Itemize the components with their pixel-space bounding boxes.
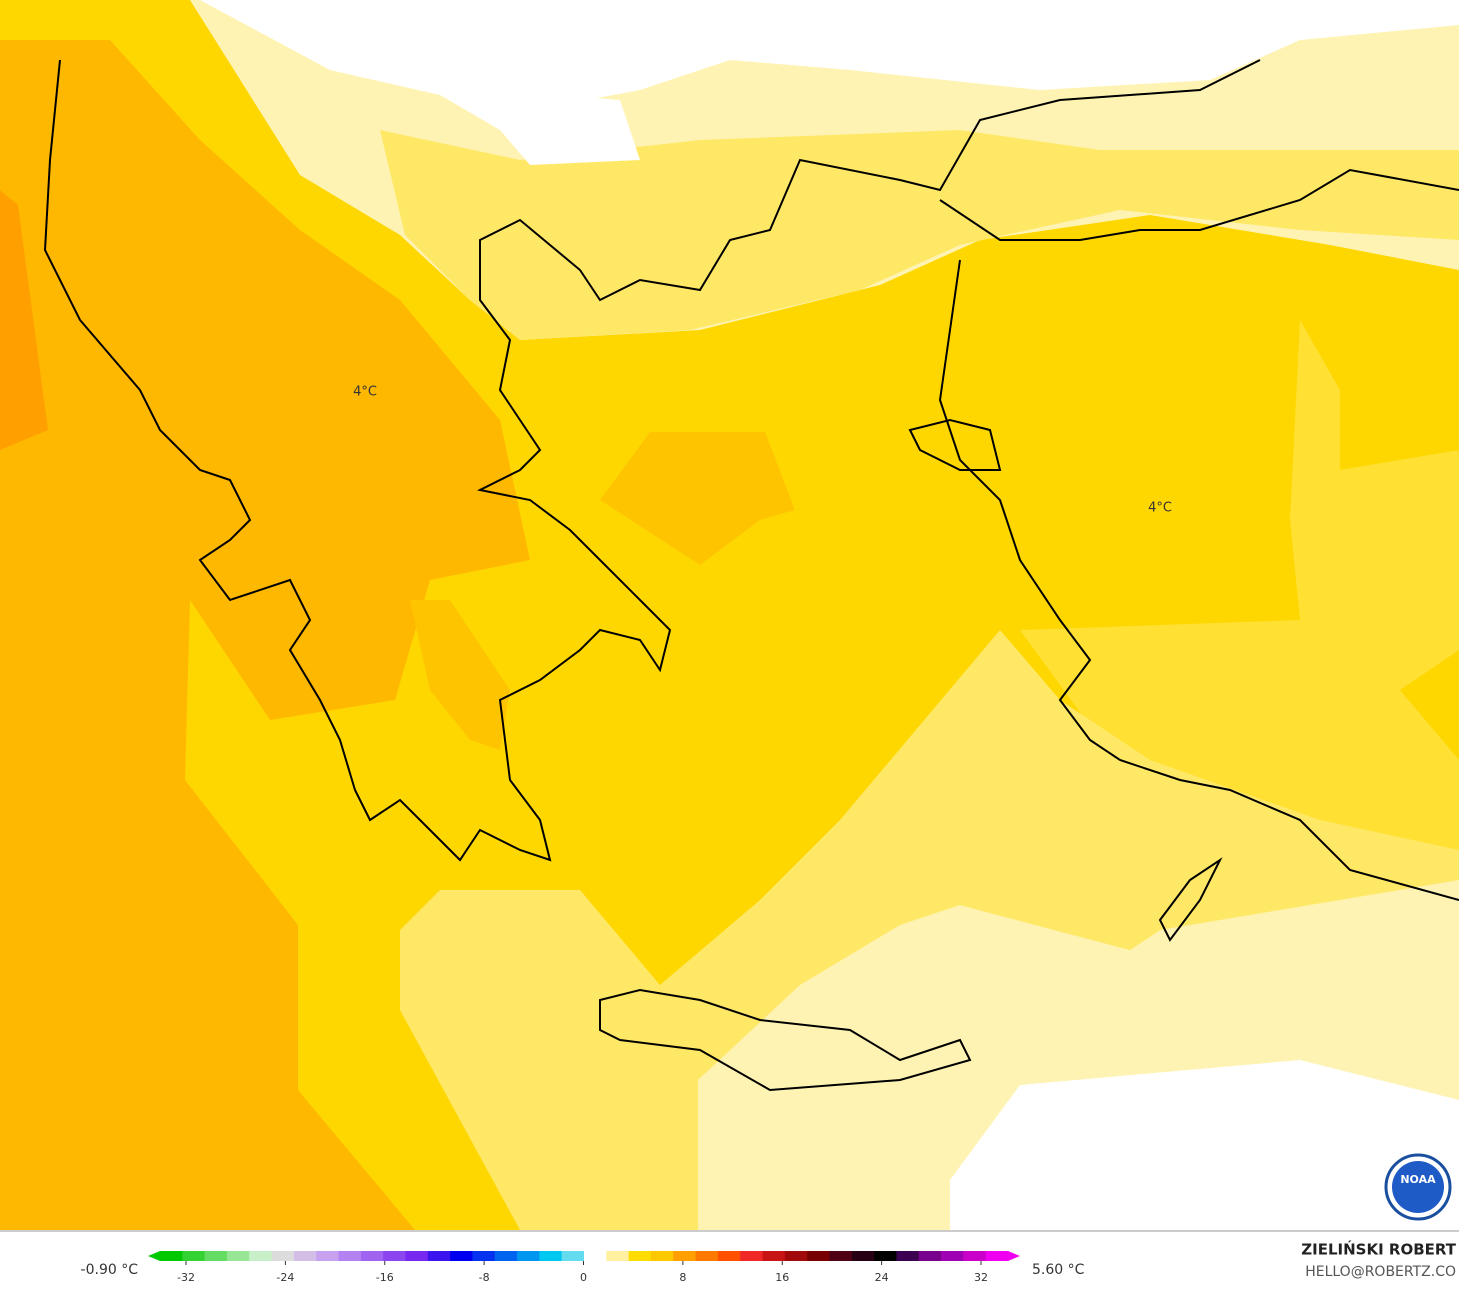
warm-patch-pelop bbox=[410, 600, 510, 750]
colorbar-segment bbox=[673, 1251, 697, 1261]
colorbar-tick-label: -16 bbox=[376, 1271, 394, 1284]
colorbar-max-label: 5.60 °C bbox=[1032, 1262, 1085, 1278]
colorbar-segment bbox=[963, 1251, 987, 1261]
colorbar-segment bbox=[249, 1251, 273, 1261]
contour-label: 4°C bbox=[1148, 501, 1172, 516]
credit-email: HELLO@ROBERTZ.CO bbox=[1305, 1264, 1456, 1280]
colorbar-segment bbox=[160, 1251, 183, 1261]
colorbar-tick-label: 8 bbox=[679, 1271, 686, 1284]
colorbar-segment bbox=[941, 1251, 964, 1261]
credit-name: ZIELIŃSKI ROBERT bbox=[1301, 1240, 1456, 1259]
coast-rhodes bbox=[1158, 857, 1223, 942]
coastlines bbox=[43, 59, 1459, 1092]
logo-disc bbox=[1392, 1161, 1444, 1213]
contour-label: 4°C bbox=[353, 385, 377, 400]
colorbar-tick-label: 0 bbox=[580, 1271, 587, 1284]
colorbar-segment bbox=[316, 1251, 340, 1261]
colorbar-segment bbox=[539, 1251, 563, 1261]
coast-lesbos bbox=[908, 418, 1002, 471]
medium-zone-south bbox=[400, 630, 1459, 1230]
colorbar-segment bbox=[383, 1251, 406, 1261]
colorbar-segment bbox=[762, 1251, 786, 1261]
colorbar-segment bbox=[896, 1251, 920, 1261]
colorbar: -0.90 °C 5.60 °C -32 -24 -16 -8 0 8 16 24 32 bbox=[81, 1251, 1085, 1284]
colorbar-segment bbox=[472, 1251, 496, 1261]
colorbar-segment bbox=[427, 1251, 451, 1261]
colorbar-segment bbox=[226, 1251, 250, 1261]
colorbar-segment bbox=[584, 1251, 607, 1261]
warm-patch-center bbox=[600, 432, 795, 565]
colorbar-segment bbox=[740, 1251, 764, 1261]
logo-text: NOAA bbox=[1400, 1173, 1436, 1186]
colorbar-tick-label: -8 bbox=[479, 1271, 490, 1284]
colorbar-tick-label: 32 bbox=[974, 1271, 988, 1284]
map: 4°C 4°C NOAA bbox=[0, 0, 1459, 1230]
coast-greece bbox=[43, 59, 1261, 862]
colorbar-segment bbox=[874, 1251, 897, 1261]
colorbar-segment bbox=[293, 1251, 317, 1261]
colorbar-tick-label: 24 bbox=[875, 1271, 889, 1284]
colorbar-end bbox=[148, 1251, 160, 1261]
inland-gap bbox=[500, 95, 640, 165]
colorbar-segment bbox=[807, 1251, 830, 1261]
colorbar-segment bbox=[628, 1251, 652, 1261]
warmest-zone-west bbox=[0, 190, 48, 450]
colorbar-segment bbox=[829, 1251, 853, 1261]
colorbar-segment bbox=[338, 1251, 362, 1261]
land-south bbox=[950, 1060, 1459, 1230]
coast-crete bbox=[599, 988, 972, 1092]
land-north bbox=[200, 0, 1459, 130]
colorbar-segment bbox=[517, 1251, 540, 1261]
colorbar-segment bbox=[405, 1251, 429, 1261]
colorbar-segment bbox=[695, 1251, 719, 1261]
colorbar-segment bbox=[717, 1251, 741, 1261]
colorbar-segment bbox=[450, 1251, 473, 1261]
colorbar-tick-label: -32 bbox=[177, 1271, 195, 1284]
colorbar-segment bbox=[271, 1251, 295, 1261]
colorbar-tick-label: 16 bbox=[775, 1271, 789, 1284]
colorbar-segment bbox=[784, 1251, 808, 1261]
colorbar-tick-label: -24 bbox=[276, 1271, 294, 1284]
colorbar-end bbox=[1008, 1251, 1020, 1261]
colorbar-segment bbox=[918, 1251, 942, 1261]
colorbar-segment bbox=[606, 1251, 630, 1261]
medium-zone-east bbox=[1020, 320, 1459, 860]
coast-turkey bbox=[938, 168, 1459, 901]
colorbar-segment bbox=[182, 1251, 206, 1261]
colorbar-segment bbox=[985, 1251, 1009, 1261]
warm-zone-west bbox=[0, 40, 530, 1230]
colorbar-min-label: -0.90 °C bbox=[81, 1262, 139, 1278]
logo: NOAA bbox=[1384, 1153, 1452, 1221]
colorbar-segment bbox=[360, 1251, 384, 1261]
colorbar-segment bbox=[204, 1251, 228, 1261]
medium-zone-north bbox=[380, 130, 1459, 340]
colorbar-segment bbox=[851, 1251, 875, 1261]
colorbar-segment bbox=[494, 1251, 518, 1261]
colorbar-segment bbox=[561, 1251, 585, 1261]
colorbar-segment bbox=[650, 1251, 674, 1261]
